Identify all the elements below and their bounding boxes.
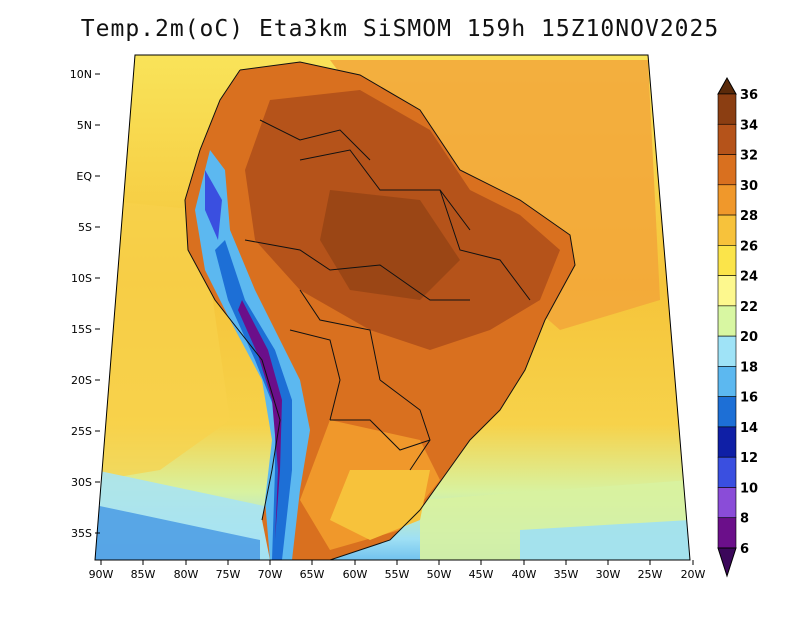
lat-label: 35S (71, 527, 92, 540)
colorbar-swatch (717, 214, 737, 246)
lat-ticks (95, 73, 100, 534)
country-borders (184, 61, 576, 560)
colorbar-cap-top (717, 76, 737, 95)
colorbar-swatch (717, 335, 737, 367)
colorbar-label: 36 (740, 88, 758, 103)
lat-label: 20S (71, 374, 92, 387)
colorbar-label: 10 (740, 481, 758, 496)
lat-label: 15S (71, 323, 92, 336)
colorbar-swatch (717, 396, 737, 428)
colorbar-label: 28 (740, 209, 758, 224)
colorbar: 36 34 32 30 28 26 24 22 20 18 16 14 12 10 8 6 (717, 76, 758, 578)
lon-ticks (100, 560, 694, 565)
colorbar-label: 32 (740, 149, 758, 164)
colorbar-label: 12 (740, 451, 758, 466)
lon-label: 90W (89, 568, 114, 581)
colorbar-swatch (717, 487, 737, 519)
lon-label: 70W (258, 568, 283, 581)
colorbar-swatch (717, 93, 737, 125)
lon-label: 35W (554, 568, 579, 581)
lon-label: 50W (427, 568, 452, 581)
lat-label: 25S (71, 425, 92, 438)
lat-label: 5N (77, 119, 92, 132)
lon-label: 80W (174, 568, 199, 581)
lat-label: 30S (71, 476, 92, 489)
lon-label: 75W (216, 568, 241, 581)
temperature-field (95, 55, 690, 560)
colorbar-cap-bottom (717, 547, 737, 578)
lon-label: 30W (596, 568, 621, 581)
lon-label: 40W (512, 568, 537, 581)
colorbar-label: 16 (740, 391, 758, 406)
colorbar-swatch (717, 366, 737, 397)
colorbar-label: 20 (740, 330, 758, 345)
colorbar-label: 26 (740, 239, 758, 254)
colorbar-swatch (717, 154, 737, 186)
lon-label: 60W (343, 568, 368, 581)
colorbar-label: 22 (740, 300, 758, 315)
colorbar-swatch (717, 275, 737, 307)
colorbar-swatch (717, 123, 737, 155)
colorbar-label: 14 (740, 421, 758, 436)
lat-label: 5S (78, 221, 92, 234)
colorbar-label: 8 (740, 512, 749, 527)
colorbar-label: 24 (740, 270, 758, 285)
colorbar-swatch (717, 456, 737, 488)
colorbar-label: 30 (740, 179, 758, 194)
lon-label: 85W (131, 568, 156, 581)
lon-label: 45W (469, 568, 494, 581)
map-frame (94, 54, 691, 561)
lon-label: 55W (385, 568, 410, 581)
lat-label: 10N (70, 68, 92, 81)
colorbar-swatch (717, 517, 737, 549)
colorbar-swatch (717, 245, 737, 276)
map-title: Temp.2m(oC) Eta3km SiSMOM 159h 15Z10NOV2… (80, 16, 720, 42)
lon-label: 25W (638, 568, 663, 581)
colorbar-swatch (717, 305, 737, 337)
lon-label: 20W (681, 568, 706, 581)
colorbar-label: 18 (740, 360, 758, 375)
lat-label: 10S (71, 272, 92, 285)
lon-label: 65W (300, 568, 325, 581)
colorbar-swatch (717, 426, 737, 458)
colorbar-label: 6 (740, 542, 749, 557)
colorbar-swatch (717, 184, 737, 216)
lat-label: EQ (76, 170, 92, 183)
colorbar-label: 34 (740, 118, 758, 133)
